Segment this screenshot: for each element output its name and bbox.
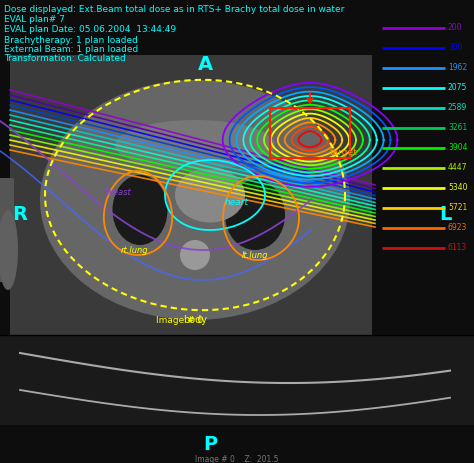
Text: 5721: 5721 bbox=[448, 204, 467, 213]
Text: Dose displayed: Ext.Beam total dose as in RTS+ Brachy total dose in water: Dose displayed: Ext.Beam total dose as i… bbox=[4, 5, 345, 14]
Ellipse shape bbox=[175, 168, 245, 223]
Text: EVAL plan# 7: EVAL plan# 7 bbox=[4, 15, 65, 24]
Text: 300: 300 bbox=[448, 44, 463, 52]
Text: target: target bbox=[330, 148, 358, 157]
Bar bbox=[0, 425, 474, 463]
Text: 200: 200 bbox=[448, 24, 463, 32]
Ellipse shape bbox=[40, 80, 350, 320]
Text: Image # 0    Z:  201.5: Image # 0 Z: 201.5 bbox=[195, 455, 279, 463]
Text: External Beam: 1 plan loaded: External Beam: 1 plan loaded bbox=[4, 45, 138, 54]
Text: body: body bbox=[183, 315, 207, 325]
Text: Brachytherapy: 1 plan loaded: Brachytherapy: 1 plan loaded bbox=[4, 36, 138, 45]
Bar bbox=[270, 108, 350, 158]
Text: 2075: 2075 bbox=[448, 83, 467, 93]
Text: L: L bbox=[439, 205, 451, 224]
Bar bbox=[0, 335, 474, 425]
Ellipse shape bbox=[225, 180, 285, 250]
Text: R: R bbox=[12, 205, 27, 224]
Ellipse shape bbox=[115, 120, 275, 170]
Ellipse shape bbox=[180, 240, 210, 270]
Text: Transformation: Calculated: Transformation: Calculated bbox=[4, 54, 126, 63]
Text: 6923: 6923 bbox=[448, 224, 467, 232]
Text: 2589: 2589 bbox=[448, 104, 467, 113]
Text: rt.lung: rt.lung bbox=[121, 246, 149, 255]
Text: P: P bbox=[203, 435, 217, 454]
Text: 3904: 3904 bbox=[448, 144, 467, 152]
Text: EVAL plan Date: 05.06.2004  13:44:49: EVAL plan Date: 05.06.2004 13:44:49 bbox=[4, 25, 176, 34]
FancyBboxPatch shape bbox=[10, 55, 372, 335]
Text: breast: breast bbox=[105, 188, 132, 197]
Text: 3261: 3261 bbox=[448, 124, 467, 132]
Ellipse shape bbox=[112, 175, 167, 245]
Text: Image # 0: Image # 0 bbox=[156, 316, 204, 325]
Text: 4447: 4447 bbox=[448, 163, 467, 173]
Ellipse shape bbox=[0, 210, 18, 290]
Text: 1962: 1962 bbox=[448, 63, 467, 73]
Text: A: A bbox=[198, 55, 212, 74]
FancyBboxPatch shape bbox=[0, 178, 14, 282]
Text: heart: heart bbox=[225, 198, 249, 207]
Text: lt.lung: lt.lung bbox=[242, 251, 268, 260]
Text: 5340: 5340 bbox=[448, 183, 467, 193]
Text: 6113: 6113 bbox=[448, 244, 467, 252]
